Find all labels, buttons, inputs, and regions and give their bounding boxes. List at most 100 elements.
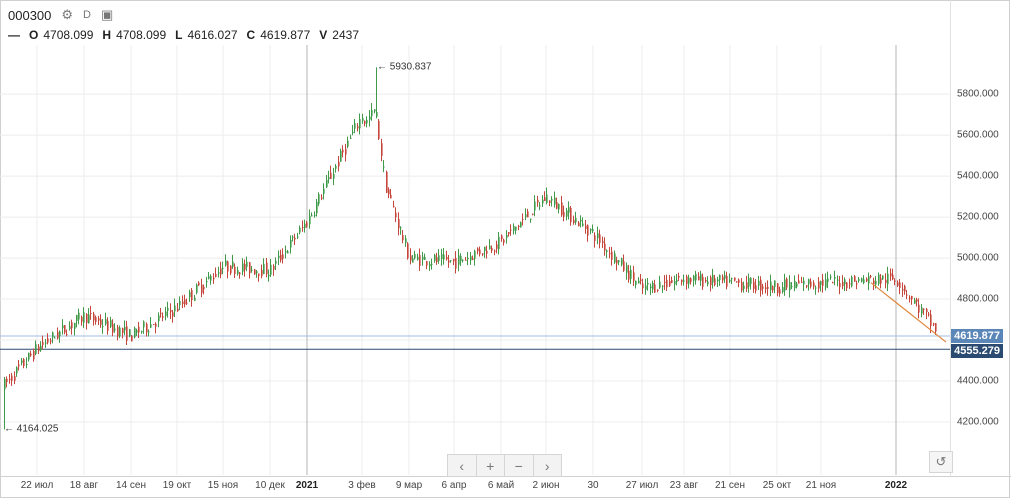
candle-body (777, 283, 779, 294)
candle-body (645, 285, 647, 290)
symbol-label[interactable]: 000300 (8, 7, 52, 23)
candle-body (633, 272, 635, 281)
candle-body (878, 274, 880, 284)
scroll-right-button[interactable]: › (544, 457, 550, 474)
candle-body (165, 311, 167, 316)
candle-body (359, 119, 361, 129)
candle-body (338, 161, 340, 167)
zoom-out-button[interactable]: − (505, 455, 534, 476)
candle-body (230, 265, 232, 274)
candle-body (470, 256, 472, 261)
candle-body (88, 314, 90, 324)
ohlc-volume-label: V (319, 28, 328, 42)
candle-body (340, 150, 342, 162)
candle-body (803, 280, 805, 285)
candle-body (426, 261, 428, 266)
y-tick-label: 5800.000 (957, 88, 999, 100)
candle-body (479, 249, 481, 255)
candle-body (189, 292, 191, 298)
candle-body (556, 202, 558, 209)
ohlc-high-label: H (102, 28, 112, 42)
candle-body (275, 260, 277, 264)
candle-body (419, 255, 421, 266)
candle-body (261, 269, 263, 277)
candle-body (398, 218, 400, 229)
candle-body (578, 222, 580, 227)
candle-body (148, 331, 150, 333)
candle-body (143, 321, 145, 328)
candle-body (45, 342, 47, 344)
candle-body (30, 353, 32, 356)
candle-body (450, 260, 452, 262)
candle-body (837, 279, 839, 281)
candle-body (186, 302, 188, 304)
candle-body (801, 281, 803, 283)
candle-body (513, 226, 515, 231)
candle-body (705, 280, 707, 282)
candle-body (292, 236, 294, 238)
candle-body (460, 255, 462, 261)
candle-body (796, 283, 798, 287)
zoom-in-button[interactable]: + (477, 455, 505, 476)
candle-body (522, 219, 524, 221)
candle-body (462, 259, 464, 261)
candle-body (93, 313, 95, 321)
candle-body (213, 277, 215, 280)
candle-body (839, 282, 841, 288)
candle-body (712, 274, 714, 283)
x-tick-label: 2021 (295, 480, 319, 491)
candle-body (57, 332, 59, 339)
candle-body (861, 278, 863, 282)
candle-body (381, 143, 383, 156)
candle-body (33, 350, 35, 360)
candle-body (170, 310, 172, 313)
candle-body (201, 284, 203, 293)
candle-body (501, 235, 503, 240)
candle-body (182, 301, 184, 304)
symbol-header: 000300 ⚙ D ▣ (8, 6, 113, 24)
candle-body (429, 263, 431, 267)
candle-body (371, 110, 373, 117)
candle-body (590, 229, 592, 231)
x-tick-label: 27 июл (625, 480, 659, 491)
candle-body (86, 313, 88, 323)
candle-body (354, 123, 356, 129)
candle-body (225, 260, 227, 266)
candle-body (642, 283, 644, 289)
x-tick-label: 25 окт (762, 480, 792, 491)
candle-body (710, 277, 712, 286)
candle-body (69, 326, 71, 329)
reset-chart-button[interactable]: ↺ (929, 451, 953, 473)
candle-body (729, 279, 731, 282)
x-tick-label: 2 июн (532, 480, 560, 491)
ohlc-open-value: 4708.099 (43, 28, 94, 42)
candle-body (794, 280, 796, 289)
candle-body (885, 279, 887, 284)
candle-body (306, 222, 308, 227)
candle-body (100, 319, 102, 325)
candle-body (678, 275, 680, 278)
candle-body (618, 260, 620, 263)
candle-body (119, 327, 121, 337)
scroll-left-button[interactable]: ‹ (448, 455, 477, 476)
candle-body (880, 278, 882, 284)
candle-body (630, 269, 632, 279)
candle-body (623, 261, 625, 271)
candle-body (424, 256, 426, 260)
candle-body (674, 281, 676, 285)
compare-icon[interactable]: ▣ (101, 7, 114, 22)
trendline (870, 282, 947, 343)
candle-body (731, 278, 733, 280)
candle-body (748, 278, 750, 287)
gear-icon[interactable]: ⚙ (61, 7, 74, 22)
interval-label[interactable]: D (83, 9, 91, 21)
x-tick-label: 15 ноя (207, 480, 239, 491)
candle-body (671, 280, 673, 283)
candle-body (117, 327, 119, 337)
candle-body (366, 119, 368, 124)
candle-body (131, 335, 133, 342)
candle-body (587, 225, 589, 236)
candle-body (518, 225, 520, 227)
series-dash-icon: — (8, 28, 20, 42)
